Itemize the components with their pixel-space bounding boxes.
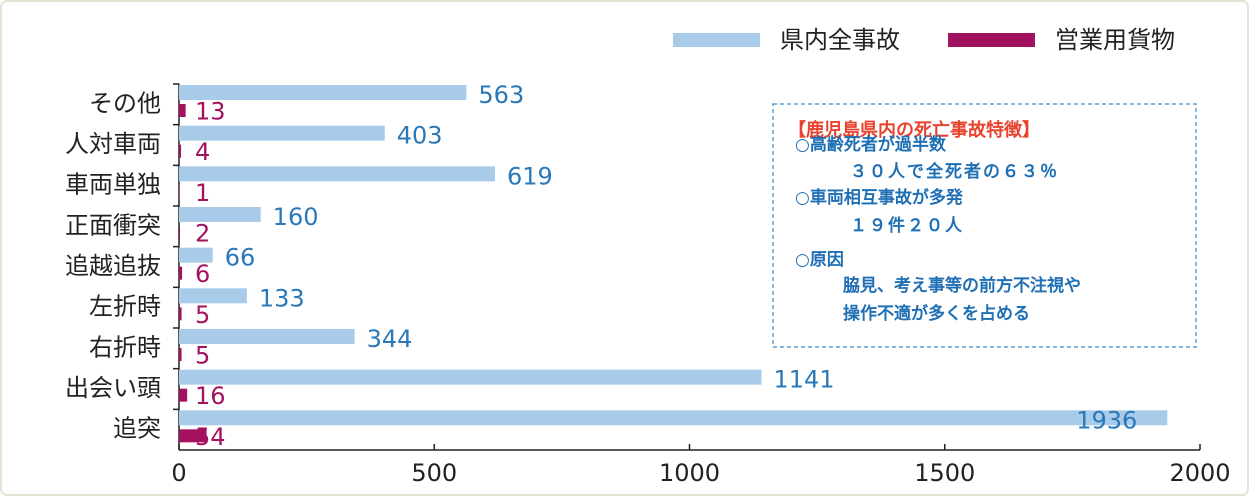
y-tick-label: 追突 [113, 415, 161, 443]
value-label: 5 [195, 342, 210, 370]
bar [179, 307, 182, 321]
bar [179, 369, 762, 385]
bar [179, 85, 467, 100]
value-label: 66 [225, 244, 256, 272]
x-tick-label: 2000 [1169, 459, 1230, 487]
y-tick-label: 正面衝突 [65, 211, 161, 239]
y-tick-label: 出会い頭 [65, 374, 161, 402]
value-label: 4 [195, 138, 210, 166]
annotation-line: 操作不適が多くを占める [843, 303, 1030, 324]
annotation-line: １９件２０人 [850, 215, 964, 236]
value-label: 619 [507, 162, 553, 190]
y-tick-label: 車両単独 [65, 171, 161, 199]
annotation-line: ３０人で全死者の６３％ [850, 161, 1059, 182]
bar [179, 144, 182, 158]
bar [179, 125, 385, 141]
annotation-title: 【鹿児島県内の死亡事故特徴】 [788, 119, 1040, 141]
legend-swatch [673, 33, 760, 47]
y-tick-label: 人対車両 [65, 130, 161, 158]
bar [179, 410, 1168, 426]
bar [179, 166, 495, 182]
x-tick-label: 0 [171, 459, 186, 487]
bar [179, 348, 182, 361]
legend-label: 県内全事故 [780, 26, 900, 54]
bar [179, 329, 355, 344]
value-label: 1 [195, 179, 210, 207]
value-label: 1936 [1076, 406, 1137, 434]
value-label: 563 [478, 81, 524, 109]
value-label: 5 [195, 301, 210, 329]
bar [179, 429, 207, 443]
value-label: 133 [259, 284, 305, 312]
value-label: 54 [195, 423, 226, 451]
bar [179, 185, 180, 199]
annotation-line: ○原因 [795, 250, 844, 270]
bar [179, 388, 188, 402]
x-tick-label: 500 [411, 459, 457, 487]
y-tick-label: 左折時 [89, 293, 161, 321]
bar [179, 104, 186, 117]
y-tick-label: 追越追抜 [65, 252, 161, 280]
x-tick-label: 1500 [914, 459, 975, 487]
annotation-line: ○車両相互事故が多発 [795, 187, 964, 208]
value-label: 6 [195, 260, 210, 288]
legend-label: 営業用貨物 [1055, 26, 1175, 54]
value-label: 13 [195, 98, 226, 126]
value-label: 344 [367, 325, 413, 353]
value-label: 403 [397, 122, 443, 150]
bar [179, 247, 213, 263]
value-label: 2 [195, 220, 210, 248]
x-tick-label: 1000 [659, 459, 720, 487]
bar [179, 288, 247, 304]
bar [179, 266, 183, 280]
annotation-line: ○高齢死者が過半数 [795, 134, 947, 155]
bar [179, 207, 261, 222]
annotation-box [772, 103, 1197, 348]
y-tick-label: その他 [89, 89, 161, 117]
bar [179, 226, 181, 239]
value-label: 16 [195, 382, 226, 410]
value-label: 160 [273, 203, 319, 231]
value-label: 1141 [773, 366, 834, 394]
annotation-line: 脇見、考え事等の前方不注視や [843, 275, 1081, 296]
legend-swatch [948, 33, 1035, 47]
y-tick-label: 右折時 [89, 333, 161, 361]
